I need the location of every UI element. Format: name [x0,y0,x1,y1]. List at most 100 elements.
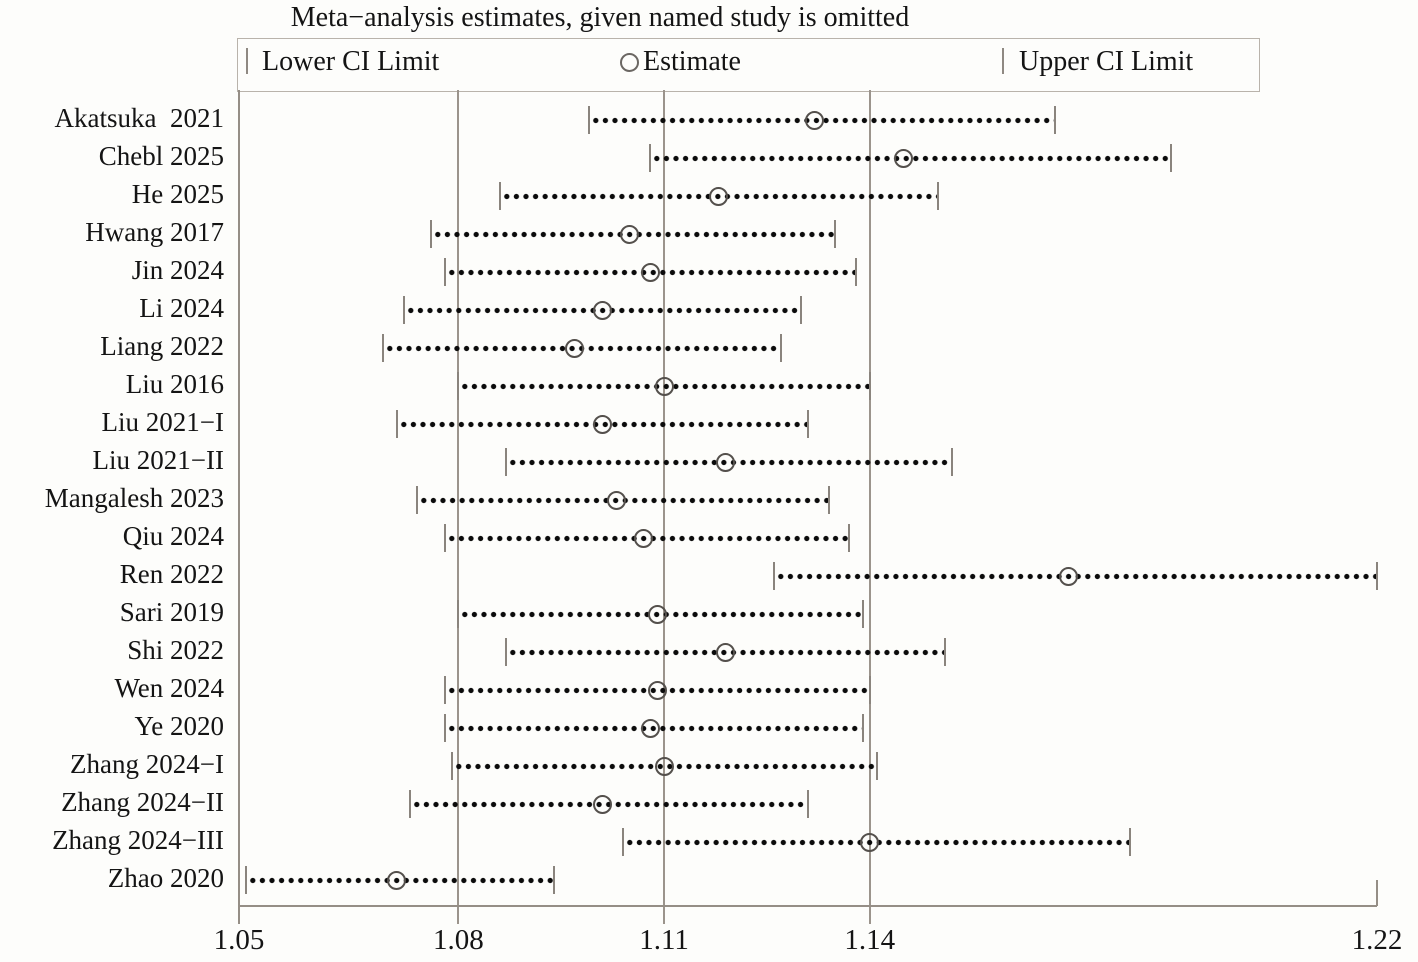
ci-lower-tick [402,296,405,324]
estimate-marker [647,680,667,700]
estimate-marker [640,262,660,282]
ci-upper-tick [854,258,857,286]
ci-upper-tick [1129,828,1132,856]
x-axis-max-tick [1376,880,1378,906]
x-tick-label: 1.05 [213,924,265,956]
study-label: Ye 2020 [134,711,224,741]
study-label: Wen 2024 [114,673,224,703]
lower-ci-tick-icon [246,48,248,74]
x-tick-label: 1.14 [844,924,896,956]
estimate-marker [592,300,612,320]
reference-gridline [868,90,871,924]
ci-upper-tick [868,372,871,400]
x-axis [239,905,1377,907]
legend-lower-ci-label: Lower CI Limit [262,46,440,77]
study-label: Chebl 2025 [98,141,224,171]
study-label: Ren 2022 [119,559,224,589]
estimate-circle-icon [620,53,639,72]
ci-upper-tick [1053,106,1056,134]
estimate-marker [592,794,612,814]
ci-lower-tick [429,220,432,248]
legend-upper-ci-label: Upper CI Limit [1019,46,1194,77]
ci-upper-tick [861,714,864,742]
ci-lower-tick [621,828,624,856]
ci-upper-tick [861,600,864,628]
ci-lower-tick [443,258,446,286]
ci-upper-tick [944,638,947,666]
study-label: Zhang 2024−III [52,825,224,855]
estimate-marker [620,224,640,244]
estimate-marker [654,376,674,396]
ci-lower-tick [395,410,398,438]
ci-lower-tick [457,600,460,628]
ci-upper-tick [848,524,851,552]
x-tick-label: 1.11 [639,924,689,956]
ci-lower-tick [772,562,775,590]
ci-lower-tick [381,334,384,362]
ci-upper-tick [807,790,809,818]
study-label: Hwang 2017 [85,217,224,247]
ci-upper-tick [875,752,878,780]
estimate-marker [716,642,736,662]
study-label: Liu 2021−II [92,445,224,475]
ci-lower-tick [244,866,247,894]
ci-lower-tick [498,182,501,210]
ci-upper-tick [779,334,782,362]
study-label: Liu 2016 [125,369,224,399]
study-label: He 2025 [131,179,224,209]
study-label: Akatsuka 2021 [54,103,224,133]
legend-box [237,38,1260,92]
estimate-marker [1059,566,1078,586]
reference-gridline [663,90,666,924]
estimate-marker [633,528,653,548]
ci-lower-tick [505,638,508,666]
ci-upper-tick [834,220,837,248]
study-label: Qiu 2024 [122,521,224,551]
reference-gridline [457,90,460,924]
estimate-marker [640,718,660,738]
x-tick-label: 1.22 [1351,924,1403,956]
x-axis-min-tick [238,906,240,924]
x-tick-label: 1.08 [432,924,484,956]
ci-lower-tick [443,524,446,552]
estimate-marker [894,148,914,168]
study-label: Mangalesh 2023 [44,483,224,513]
study-label: Zhao 2020 [107,863,224,893]
ci-upper-tick [553,866,556,894]
ci-upper-tick [827,486,830,514]
ci-lower-tick [416,486,419,514]
ci-upper-tick [868,676,871,704]
study-label: Liu 2021−I [101,407,224,437]
ci-lower-tick [457,372,460,400]
estimate-marker [592,414,612,434]
estimate-marker [709,186,729,206]
ci-lower-tick [443,676,446,704]
estimate-marker [716,452,736,472]
ci-lower-tick [443,714,446,742]
study-label: Zhang 2024−II [61,787,224,817]
ci-lower-tick [409,790,412,818]
estimate-marker [606,490,626,510]
study-label: Li 2024 [139,293,224,323]
estimate-marker [860,832,880,852]
study-label: Zhang 2024−I [70,749,224,779]
estimate-marker [805,110,825,130]
ci-lower-tick [587,106,590,134]
ci-upper-tick [1376,562,1378,590]
ci-lower-tick [505,448,508,476]
ci-upper-tick [807,410,809,438]
upper-ci-tick-icon [1002,48,1004,74]
chart-title: Meta−analysis estimates, given named stu… [290,2,910,33]
study-label: Sari 2019 [119,597,224,627]
study-label: Liang 2022 [100,331,224,361]
ci-lower-tick [649,144,652,172]
ci-upper-tick [950,448,953,476]
ci-lower-tick [450,752,453,780]
estimate-marker [565,338,585,358]
estimate-marker [647,604,667,624]
study-label: Shi 2022 [127,635,224,665]
ci-upper-tick [1170,144,1173,172]
legend-estimate-label: Estimate [643,46,741,77]
y-axis [238,90,240,906]
